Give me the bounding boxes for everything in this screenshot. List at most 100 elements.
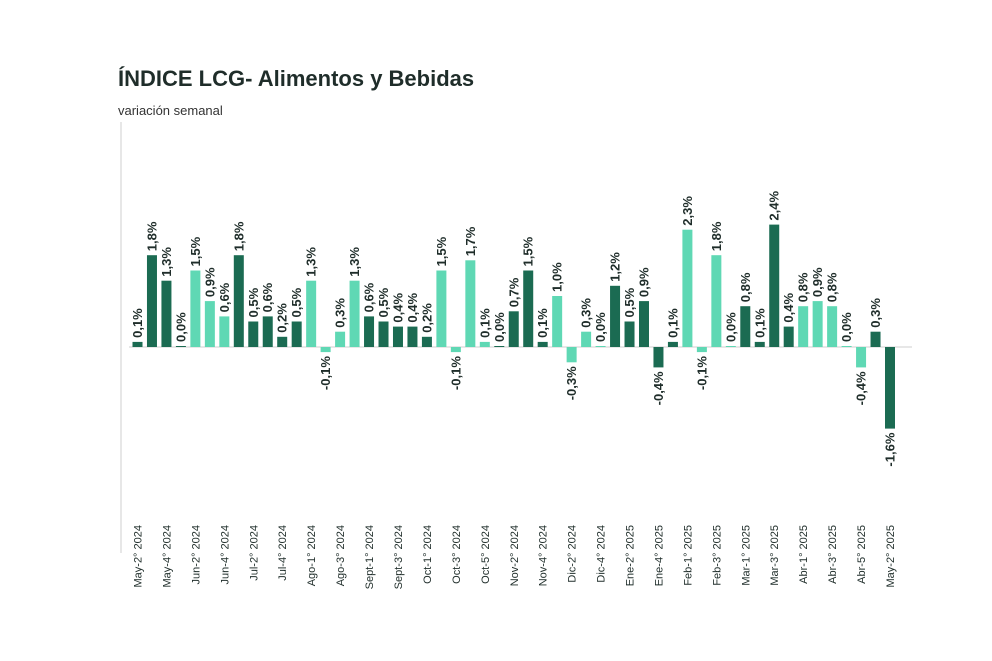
bar xyxy=(132,341,143,347)
x-tick-label: Dic-4° 2024 xyxy=(596,525,608,583)
data-label: 0,8% xyxy=(738,272,753,302)
data-label: 1,5% xyxy=(188,236,203,266)
x-tick-label: Mar-1° 2025 xyxy=(740,525,752,586)
data-label: 0,0% xyxy=(723,312,738,342)
data-label: 0,6% xyxy=(260,282,275,312)
data-label: 0,1% xyxy=(665,308,680,338)
bar xyxy=(812,301,823,347)
data-label: 0,6% xyxy=(362,282,377,312)
data-label: 1,8% xyxy=(231,221,246,251)
bar xyxy=(146,255,157,347)
x-tick-label: Ene-4° 2025 xyxy=(653,525,665,586)
x-tick-label: Oct-1° 2024 xyxy=(422,525,434,584)
x-tick-label: Oct-3° 2024 xyxy=(451,525,463,584)
x-tick-label: Mar-3° 2025 xyxy=(769,525,781,586)
data-label: 0,4% xyxy=(781,293,796,323)
data-label: 1,3% xyxy=(304,247,319,277)
data-label: 0,1% xyxy=(752,308,767,338)
bar xyxy=(190,270,201,347)
bar xyxy=(552,296,563,347)
bar xyxy=(465,260,476,347)
data-label: 1,0% xyxy=(550,262,565,292)
data-label: 0,1% xyxy=(477,308,492,338)
bar xyxy=(175,346,186,347)
chart-subtitle: variación semanal xyxy=(118,103,223,118)
bar xyxy=(407,326,418,347)
data-label: 0,0% xyxy=(173,312,188,342)
x-tick-label: May-2° 2025 xyxy=(885,525,897,588)
data-label: 0,4% xyxy=(405,293,420,323)
x-tick-label: Ene-2° 2025 xyxy=(625,525,637,586)
data-label: 0,8% xyxy=(796,272,811,302)
data-label: 0,0% xyxy=(593,312,608,342)
bar xyxy=(450,347,461,353)
data-label: -0,1% xyxy=(448,356,463,390)
data-label: 0,4% xyxy=(390,293,405,323)
data-label: 0,8% xyxy=(825,272,840,302)
x-tick-label: May-4° 2024 xyxy=(161,525,173,588)
x-tick-label: Oct-5° 2024 xyxy=(480,525,492,584)
data-label: -0,3% xyxy=(564,366,579,400)
data-label: -0,4% xyxy=(854,371,869,405)
bar xyxy=(523,270,534,347)
data-label: -0,1% xyxy=(694,356,709,390)
data-label: 2,3% xyxy=(680,196,695,226)
data-label: 0,2% xyxy=(419,303,434,333)
data-label: 0,2% xyxy=(275,303,290,333)
data-label: 0,1% xyxy=(535,308,550,338)
x-tick-label: Jul-2° 2024 xyxy=(248,525,260,581)
bar xyxy=(870,331,881,347)
bar xyxy=(204,301,215,347)
bar xyxy=(335,331,346,347)
x-tick-label: Nov-4° 2024 xyxy=(538,525,550,586)
bar xyxy=(885,347,895,429)
bar xyxy=(537,341,548,347)
bar xyxy=(262,316,273,347)
bar xyxy=(320,347,331,353)
x-tick-label: Jun-2° 2024 xyxy=(190,525,202,584)
bar xyxy=(248,321,259,347)
data-label: 0,5% xyxy=(376,287,391,317)
data-label: 0,7% xyxy=(506,277,521,307)
bar xyxy=(856,347,867,368)
bar xyxy=(219,316,230,347)
x-tick-label: Abr-1° 2025 xyxy=(798,525,810,584)
bar xyxy=(436,270,447,347)
x-tick-label: Abr-3° 2025 xyxy=(827,525,839,584)
x-tick-label: May-2° 2024 xyxy=(133,525,145,588)
x-tick-label: Ago-1° 2024 xyxy=(306,525,318,586)
bar xyxy=(682,229,693,347)
bar xyxy=(624,321,635,347)
bar xyxy=(233,255,244,347)
data-label: 0,0% xyxy=(839,312,854,342)
data-label: 1,8% xyxy=(144,221,159,251)
bar xyxy=(595,346,606,347)
bar xyxy=(277,336,288,347)
bar xyxy=(494,346,505,347)
bar xyxy=(711,255,722,347)
data-label: 0,3% xyxy=(579,298,594,328)
bar xyxy=(653,347,664,368)
data-label: 1,2% xyxy=(608,252,623,282)
bar xyxy=(291,321,302,347)
x-tick-label: Ago-3° 2024 xyxy=(335,525,347,586)
bar xyxy=(769,224,780,347)
bar xyxy=(364,316,375,347)
bar xyxy=(378,321,389,347)
bar xyxy=(349,280,360,347)
data-label: 1,3% xyxy=(347,247,362,277)
bar xyxy=(783,326,794,347)
bar xyxy=(696,347,707,353)
data-labels-group: 0,1%1,8%1,3%0,0%1,5%0,9%0,6%1,8%0,5% 0,6%… xyxy=(130,191,898,467)
chart-title: ÍNDICE LCG- Alimentos y Bebidas xyxy=(118,66,475,91)
bar xyxy=(667,341,678,347)
x-tick-labels-group: May-2° 2024 May-4° 2024 Jun-2° 2024 Jun-4° … xyxy=(133,525,898,589)
data-label: 0,0% xyxy=(492,312,507,342)
x-tick-label: Nov-2° 2024 xyxy=(509,525,521,586)
bar xyxy=(638,301,649,347)
bar xyxy=(740,306,751,347)
data-label: 1,8% xyxy=(709,221,724,251)
data-label: 1,7% xyxy=(463,226,478,256)
data-label: 0,9% xyxy=(202,267,217,297)
